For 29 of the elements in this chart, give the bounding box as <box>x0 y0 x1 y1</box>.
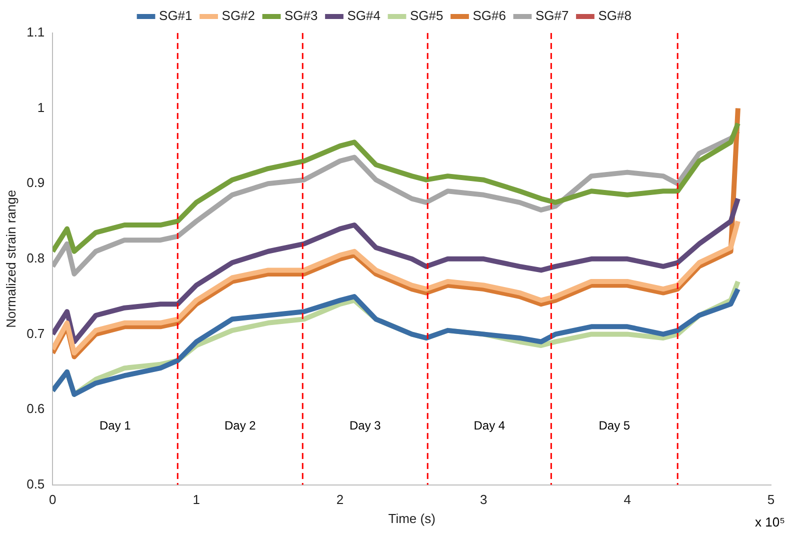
x-tick-label: 4 <box>624 492 631 508</box>
y-tick-label: 0.8 <box>26 250 45 266</box>
legend-label: SG#1 <box>159 8 192 24</box>
y-tick-label: 1 <box>37 100 45 115</box>
text: x 10⁵ <box>755 514 785 530</box>
x-tick-label: 3 <box>480 492 488 508</box>
x-tick-label: 1 <box>192 492 200 508</box>
y-tick-label: 1.1 <box>26 24 45 40</box>
legend-label: SG#4 <box>347 8 381 24</box>
x-tick-label: 0 <box>49 492 56 508</box>
y-tick-label: 0.5 <box>26 476 45 492</box>
legend-label: SG#3 <box>284 8 318 24</box>
annotation: Day 1 <box>99 418 132 432</box>
y-tick-label: 0.6 <box>26 401 45 416</box>
y-tick-label: 0.9 <box>26 175 45 190</box>
annotation: Day 5 <box>598 418 630 432</box>
x-axis-title: Time (s) <box>388 510 436 526</box>
y-axis-title: Normalized strain range <box>3 190 18 328</box>
x-tick-label: 2 <box>336 492 344 508</box>
annotation: Day 4 <box>474 418 506 432</box>
x-tick-label: 5 <box>767 492 775 508</box>
legend-label: SG#7 <box>535 8 569 24</box>
legend-label: SG#8 <box>598 8 632 24</box>
legend-label: SG#6 <box>472 8 506 24</box>
legend-label: SG#5 <box>410 8 444 24</box>
annotation: Day 3 <box>349 418 382 432</box>
y-tick-label: 0.7 <box>26 326 45 341</box>
legend-label: SG#2 <box>222 8 256 24</box>
annotation: Day 2 <box>224 418 256 432</box>
